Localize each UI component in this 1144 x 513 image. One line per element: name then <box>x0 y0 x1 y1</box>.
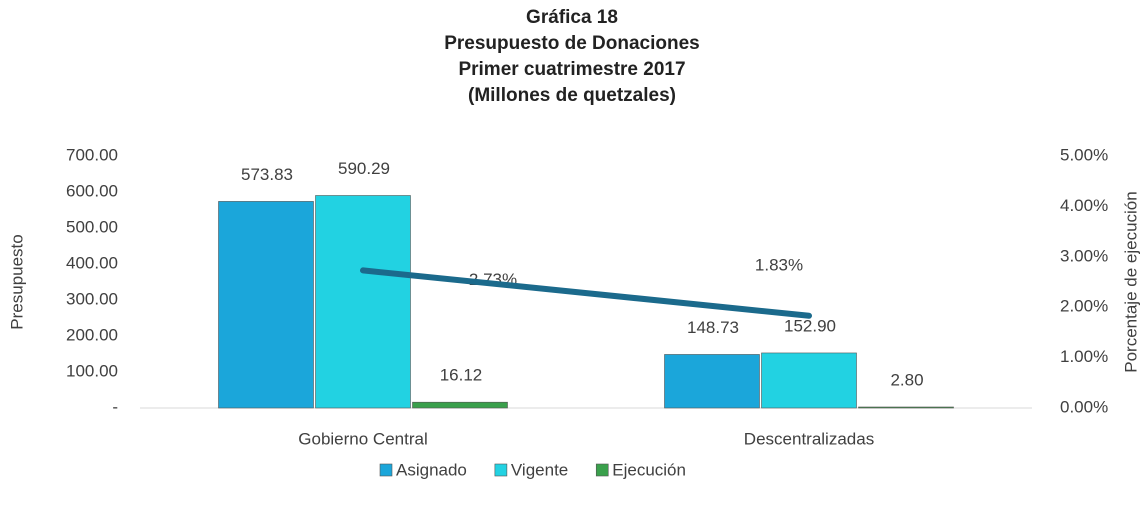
data-label: 148.73 <box>687 318 739 337</box>
y-axis-label: Presupuesto <box>7 234 26 329</box>
line <box>360 267 812 319</box>
chart-title: Gráfica 18 <box>526 7 618 28</box>
y-tick-label: 100.00 <box>66 361 118 380</box>
data-label: 590.29 <box>338 159 390 178</box>
data-label: 1.83% <box>755 255 803 274</box>
legend-swatch <box>595 463 609 477</box>
bar <box>761 352 857 409</box>
y-tick-label: - <box>112 397 118 416</box>
legend-swatch <box>494 463 508 477</box>
bar <box>664 354 760 409</box>
y2-tick-label: 4.00% <box>1060 196 1108 215</box>
bar <box>858 406 954 409</box>
bar <box>315 195 411 409</box>
chart-title: Presupuesto de Donaciones <box>444 33 700 54</box>
y2-axis-label: Porcentaje de ejecución <box>1121 191 1140 372</box>
legend-swatch <box>379 463 393 477</box>
y2-tick-label: 3.00% <box>1060 246 1108 265</box>
data-label: 152.90 <box>784 316 836 335</box>
legend-label: Vigente <box>511 460 568 479</box>
chart-title: Primer cuatrimestre 2017 <box>458 59 685 80</box>
y2-tick-label: 2.00% <box>1060 297 1108 316</box>
y-tick-label: 700.00 <box>66 145 118 164</box>
y-tick-label: 400.00 <box>66 253 118 272</box>
legend-label: Ejecución <box>612 460 686 479</box>
y-tick-label: 200.00 <box>66 325 118 344</box>
y2-tick-label: 1.00% <box>1060 347 1108 366</box>
y2-tick-label: 5.00% <box>1060 145 1108 164</box>
legend-label: Asignado <box>396 460 467 479</box>
y2-tick-label: 0.00% <box>1060 397 1108 416</box>
data-label: 2.80 <box>890 370 923 389</box>
x-tick-label: Gobierno Central <box>298 429 427 448</box>
y-tick-label: 500.00 <box>66 217 118 236</box>
bar <box>218 201 314 409</box>
y-tick-label: 600.00 <box>66 181 118 200</box>
x-tick-label: Descentralizadas <box>744 429 874 448</box>
y-tick-label: 300.00 <box>66 289 118 308</box>
data-label: 573.83 <box>241 165 293 184</box>
chart-title: (Millones de quetzales) <box>468 85 676 106</box>
data-label: 16.12 <box>440 366 483 385</box>
bar <box>412 401 508 409</box>
